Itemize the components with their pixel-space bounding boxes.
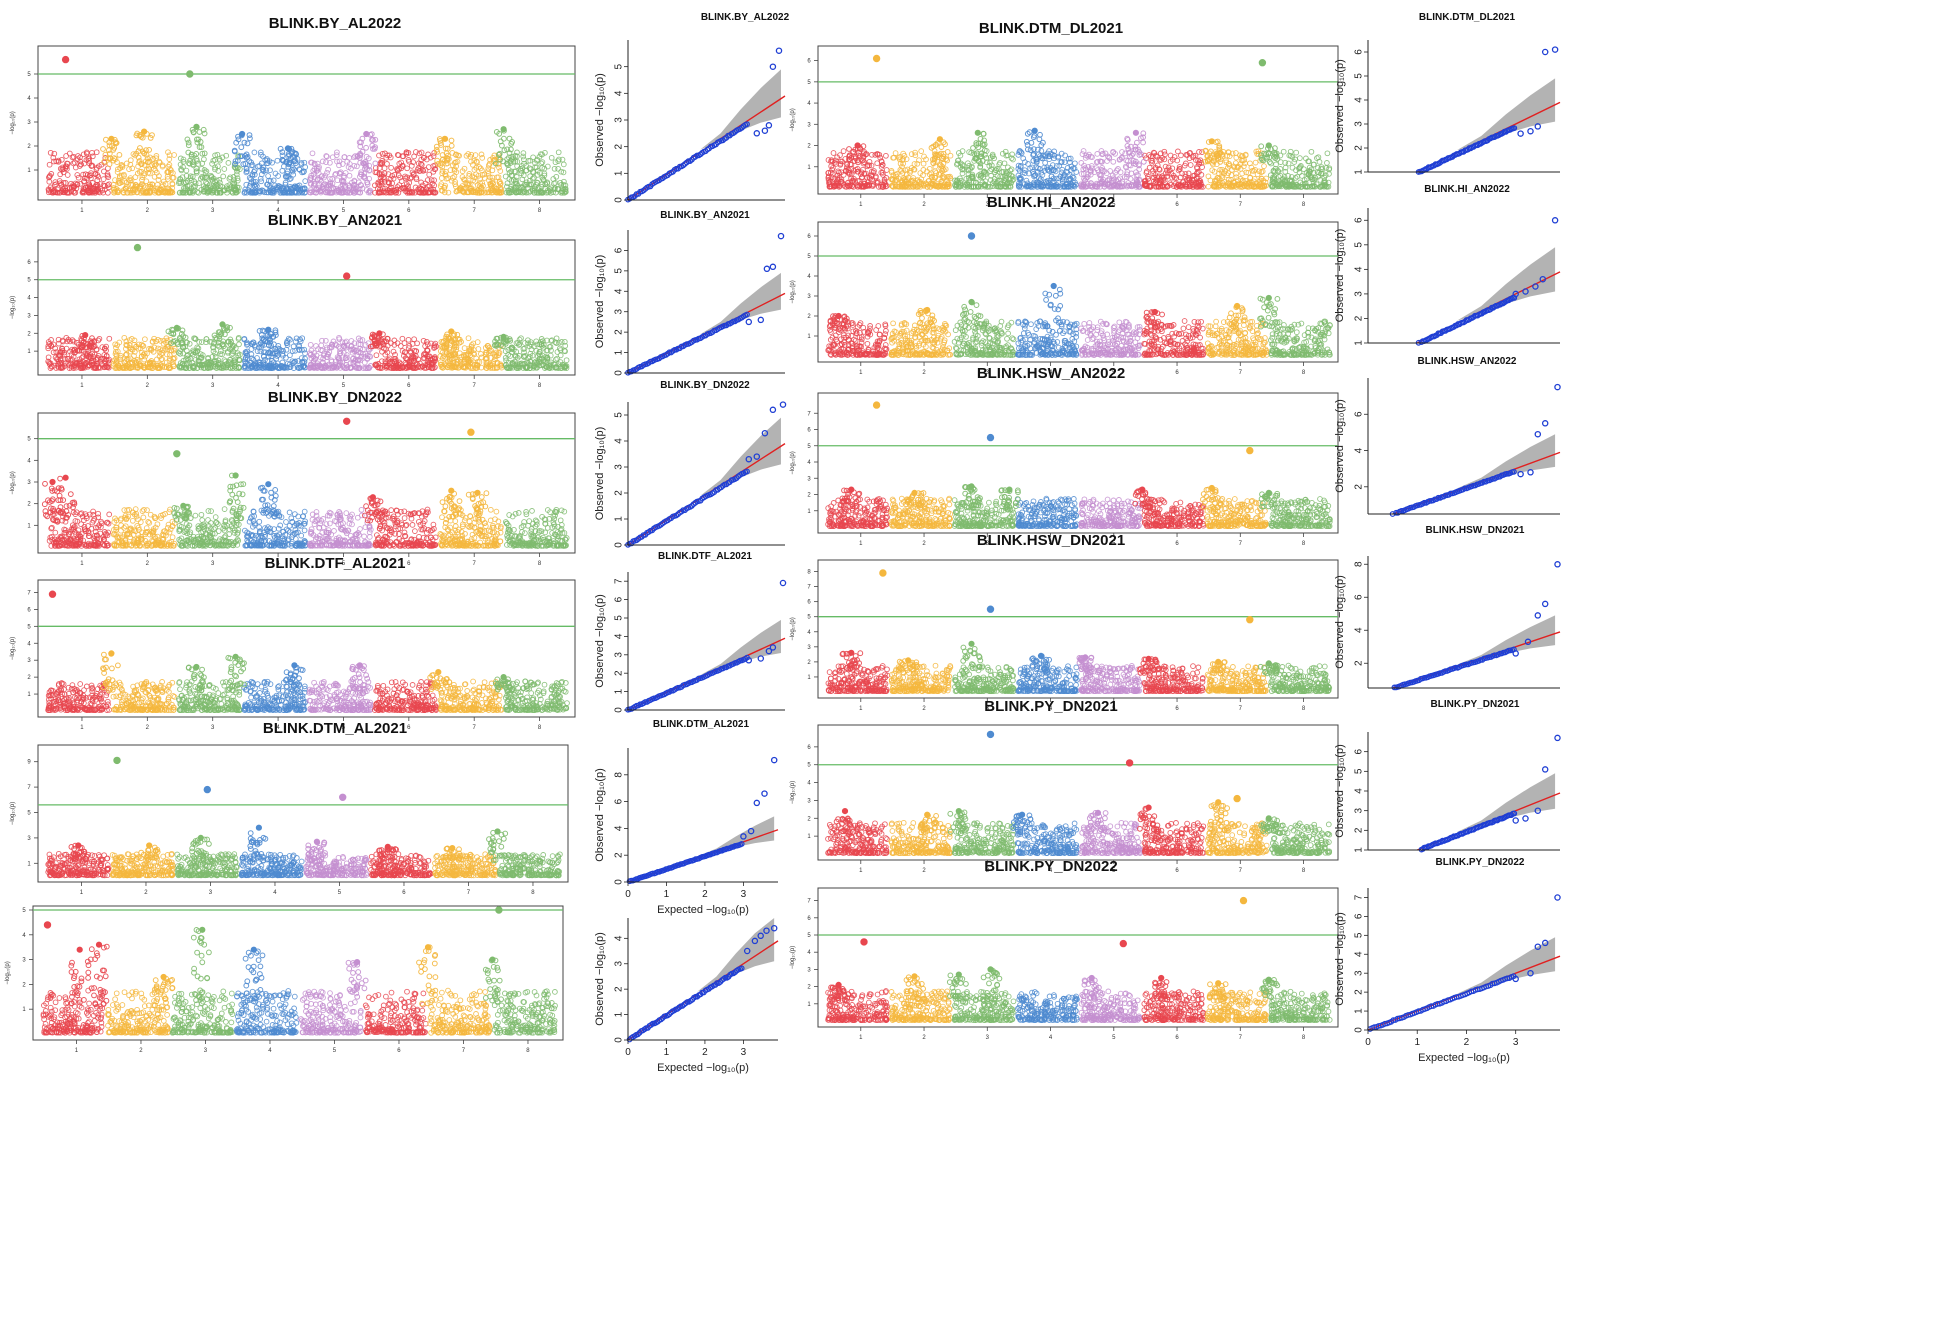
gwas-figure: BLINK.BY_AL2022−log₁₀(p)123451 2 3 4 5 6 7 8BLI… xyxy=(0,0,1949,1339)
snp-point xyxy=(252,150,257,155)
snp-point xyxy=(222,167,227,172)
snp-point xyxy=(221,174,226,179)
snp-point xyxy=(47,162,52,167)
snp-point xyxy=(326,167,331,172)
manhattan-xtick-label: 8 xyxy=(538,208,542,214)
manhattan-ytick-label: 4 xyxy=(27,96,31,102)
manhattan-ytick-label: 3 xyxy=(27,120,31,126)
manhattan-ytick-label: 1 xyxy=(27,168,31,174)
snp-point xyxy=(71,161,76,166)
manhattan-xtick-label: 3 xyxy=(211,208,215,214)
manhattan-ytick-label: 2 xyxy=(27,144,31,150)
snp-point xyxy=(210,161,215,166)
snp-point xyxy=(94,150,99,155)
manhattan-snp-cloud xyxy=(46,125,568,196)
snp-point xyxy=(64,154,69,159)
snp-point xyxy=(106,190,111,195)
snp-point xyxy=(303,179,308,184)
snp-point xyxy=(320,159,325,164)
snp-point xyxy=(226,161,231,166)
snp-point xyxy=(310,151,315,156)
manhattan-xtick-label: 2 xyxy=(146,208,150,214)
manhattan-title: BLINK.BY_AL2022 xyxy=(269,15,402,32)
manhattan-xtick-label: 1 xyxy=(80,208,84,214)
snp-point xyxy=(271,178,276,183)
manhattan-ylabel: −log₁₀(p) xyxy=(10,111,16,134)
snp-point xyxy=(101,177,106,182)
manhattan-xtick-label: 7 xyxy=(473,208,477,214)
manhattan-xtick-label: 6 xyxy=(407,208,411,214)
snp-point xyxy=(266,174,271,179)
manhattan-ytick-label: 5 xyxy=(27,72,31,78)
snp-point xyxy=(275,158,280,163)
snp-point xyxy=(199,166,204,171)
snp-point xyxy=(227,176,232,181)
snp-point xyxy=(426,165,431,170)
snp-point xyxy=(211,158,216,163)
snp-point xyxy=(330,155,335,160)
